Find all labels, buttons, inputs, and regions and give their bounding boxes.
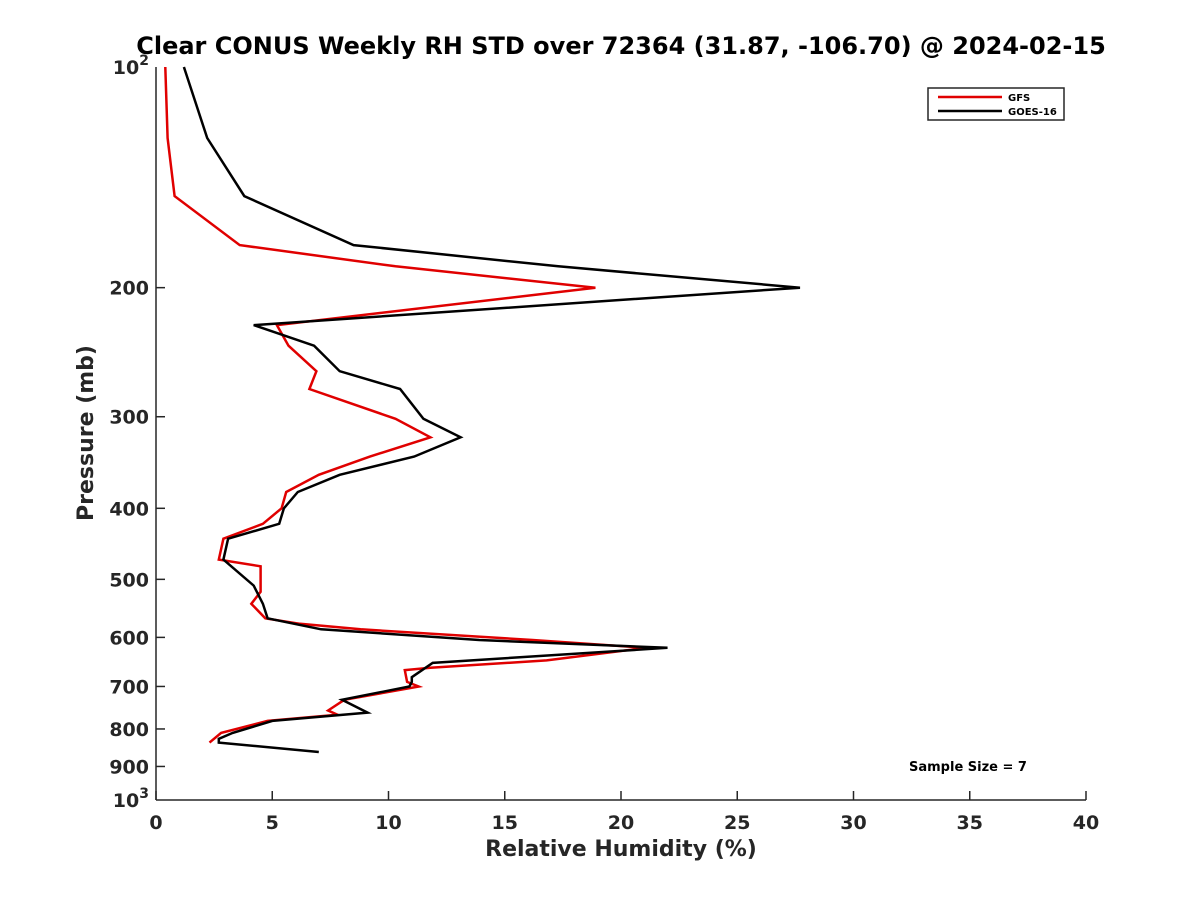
sample-size-annotation: Sample Size = 7: [909, 760, 1027, 775]
y-tick-label: 700: [109, 676, 149, 698]
x-tick-label: 35: [957, 812, 983, 834]
chart-title: Clear CONUS Weekly RH STD over 72364 (31…: [136, 32, 1106, 60]
y-tick-label: 200: [109, 278, 149, 300]
x-axis-ticks: 0 5 10 15 20 25 30 35 40: [149, 791, 1099, 834]
y-tick-label: 900: [109, 756, 149, 778]
legend-label-gfs: GFS: [1008, 93, 1030, 104]
y-axis-label: Pressure (mb): [74, 345, 99, 521]
y-axis-ticks: 102 200 300 400 500 600 700 800 900 103: [109, 53, 165, 812]
x-tick-label: 5: [266, 812, 279, 834]
y-tick-label: 400: [109, 498, 149, 520]
series-layer: [164, 66, 801, 754]
x-tick-label: 15: [492, 812, 518, 834]
x-tick-label: 10: [375, 812, 401, 834]
y-tick-label: 500: [109, 569, 149, 591]
y-tick-label: 103: [113, 786, 149, 812]
x-tick-label: 25: [724, 812, 750, 834]
plot-area: [155, 66, 1086, 801]
y-tick-label: 300: [109, 407, 149, 429]
y-tick-label: 600: [109, 627, 149, 649]
y-tick-label: 102: [113, 53, 149, 79]
series-line-goes-16: [182, 66, 801, 754]
series-line-gfs: [164, 66, 647, 744]
x-tick-label: 40: [1073, 812, 1099, 834]
legend-box: [927, 87, 1065, 121]
x-tick-label: 20: [608, 812, 634, 834]
legend: GFS GOES-16: [927, 87, 1065, 121]
y-tick-label: 800: [109, 719, 149, 741]
x-tick-label: 30: [840, 812, 866, 834]
legend-label-goes-16: GOES-16: [1008, 107, 1057, 118]
x-axis-label: Relative Humidity (%): [485, 837, 757, 862]
x-tick-label: 0: [149, 812, 162, 834]
plot-frame: [156, 67, 1086, 800]
